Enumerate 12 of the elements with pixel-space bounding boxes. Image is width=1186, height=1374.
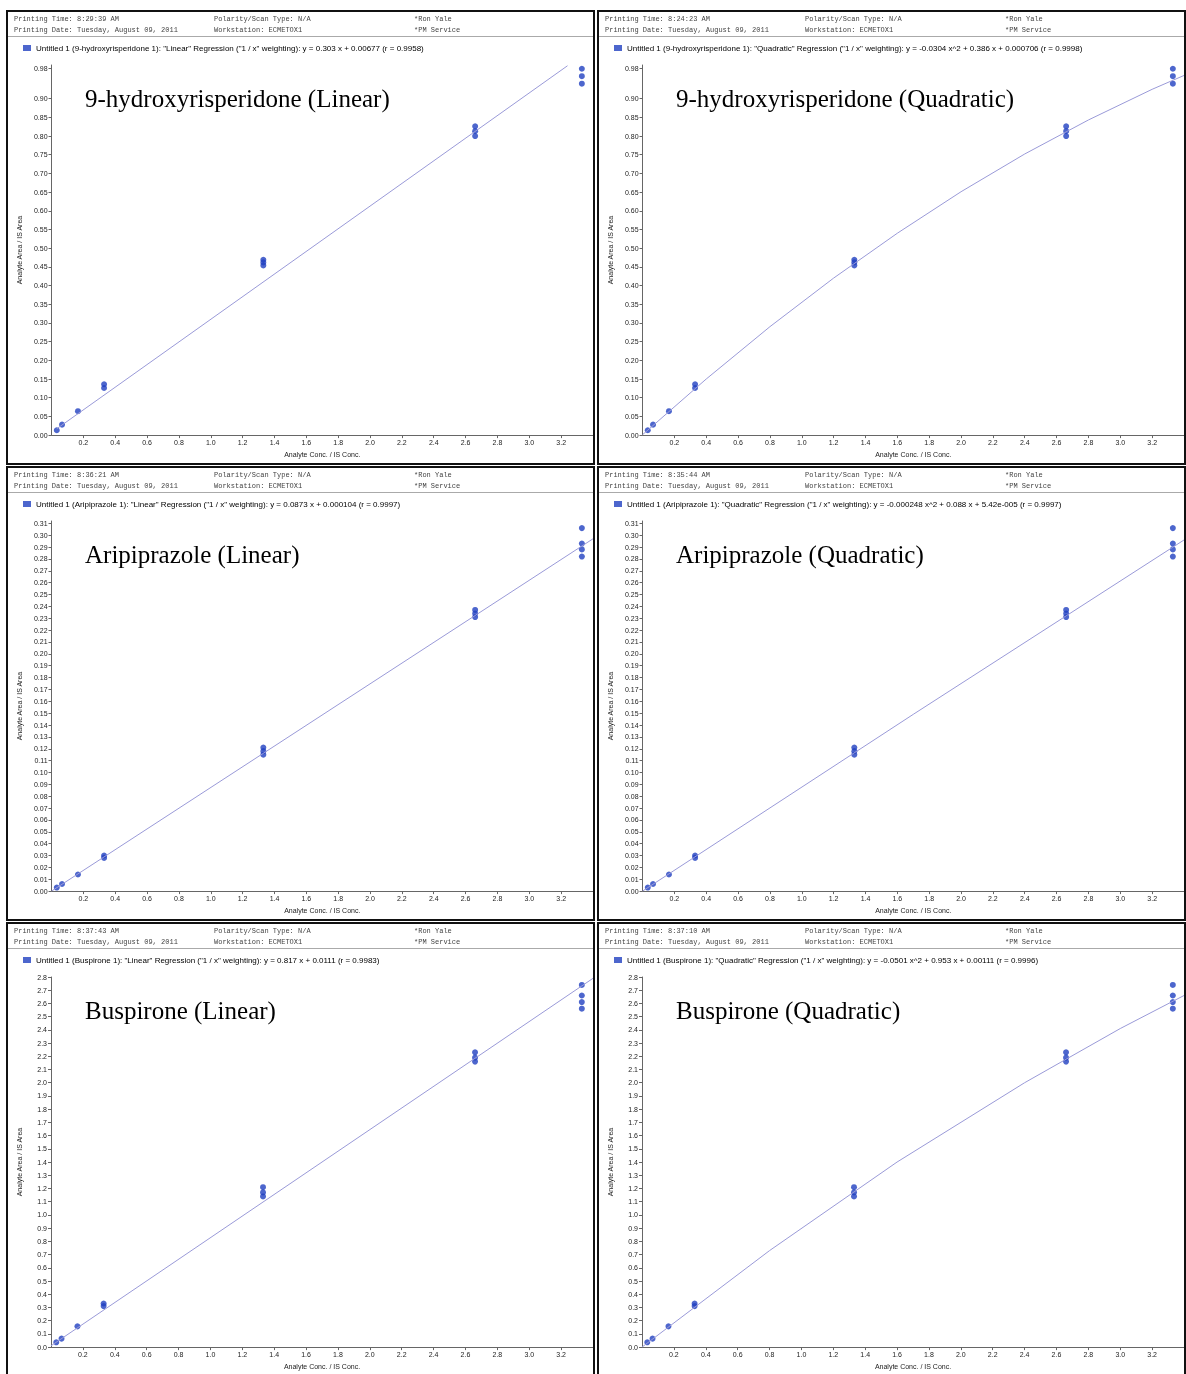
text: 9-hydroxyrisperidone (Linear) [85, 85, 390, 113]
text: Buspirone (Quadratic) [676, 997, 901, 1025]
legend-label: Untitled 1 (Buspirone 1): "Quadratic" Regression ("1 / x" weighting): y = -0.0501 x^2 + 0.953 x + 0.00111 (r = 0.9996) [627, 955, 1039, 965]
legend-label: Untitled 1 (Aripiprazole 1): "Linear" Regression ("1 / x" weighting): y = 0.0873 x + 0.000104 (r = 0.9997) [36, 499, 401, 509]
text: Aripiprazole (Linear) [85, 541, 300, 569]
legend-label: Untitled 1 (Aripiprazole 1): "Quadratic" Regression ("1 / x" weighting): y = -0.000248 x^2 + 0.088 x + 5.42e-005 (r = 0.9997) [627, 499, 1062, 509]
legend-label: Untitled 1 (9-hydroxyrisperidone 1): "Linear" Regression ("1 / x" weighting): y = 0.303 x + 0.00677 (r = 0.9958) [36, 43, 425, 53]
text: Buspirone (Linear) [85, 997, 276, 1025]
text: Aripiprazole (Quadratic) [676, 541, 924, 569]
legend-label: Untitled 1 (Buspirone 1): "Linear" Regression ("1 / x" weighting): y = 0.817 x + 0.0111 (r = 0.9983) [36, 955, 380, 965]
legend-label: Untitled 1 (9-hydroxyrisperidone 1): "Quadratic" Regression ("1 / x" weighting): y = -0.0304 x^2 + 0.386 x + 0.000706 (r = 0.9998) [627, 43, 1083, 53]
text: 9-hydroxyrisperidone (Quadratic) [676, 85, 1015, 113]
